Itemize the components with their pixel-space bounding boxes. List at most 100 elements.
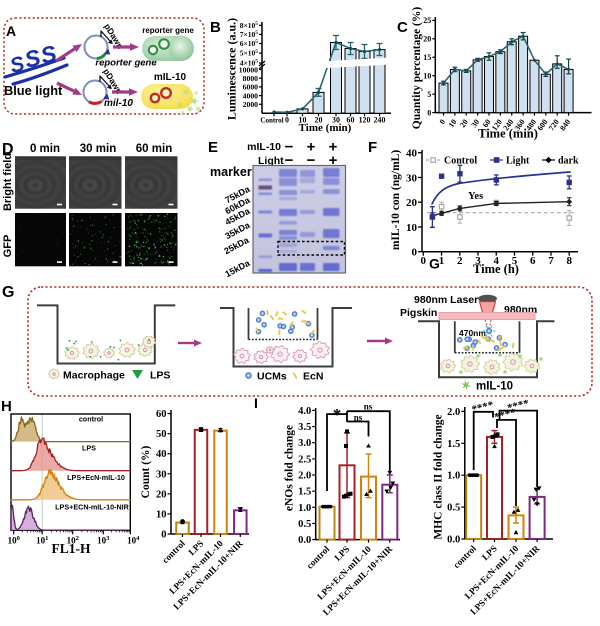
- svg-text:6×105: 6×105: [240, 39, 259, 48]
- svg-text:mIL-10 con (ng/mL): mIL-10 con (ng/mL): [390, 150, 402, 250]
- svg-text:7: 7: [548, 255, 554, 267]
- svg-text:Yes: Yes: [468, 191, 483, 202]
- svg-text:7×105: 7×105: [240, 30, 259, 39]
- svg-text:mIL-10: mIL-10: [247, 141, 281, 153]
- svg-text:Luminescence (a.u.): Luminescence (a.u.): [225, 18, 239, 120]
- svg-text:120: 120: [359, 116, 371, 125]
- svg-text:eNOs fold change: eNOs fold change: [284, 425, 296, 511]
- svg-text:40: 40: [406, 148, 418, 160]
- svg-text:****: ****: [506, 397, 531, 414]
- svg-text:****: ****: [471, 399, 496, 416]
- svg-text:980nm Laser: 980nm Laser: [414, 294, 478, 306]
- svg-text:8×105: 8×105: [240, 21, 259, 30]
- svg-text:102: 102: [67, 535, 79, 546]
- svg-text:EcN: EcN: [303, 371, 323, 383]
- svg-text:D: D: [2, 141, 14, 158]
- svg-text:2000: 2000: [243, 100, 259, 109]
- svg-text:60 min: 60 min: [136, 143, 172, 155]
- svg-text:20: 20: [406, 197, 418, 209]
- svg-text:40: 40: [156, 449, 167, 460]
- svg-text:Time (h): Time (h): [473, 262, 519, 276]
- svg-text:−: −: [285, 152, 294, 169]
- svg-text:103: 103: [97, 535, 110, 546]
- svg-text:0.5: 0.5: [298, 519, 311, 530]
- svg-text:1.5: 1.5: [298, 487, 311, 498]
- svg-text:LPS: LPS: [82, 444, 96, 453]
- svg-text:0: 0: [285, 116, 289, 125]
- svg-text:1.0: 1.0: [447, 471, 460, 482]
- svg-text:LPS+EcN-mIL-10: LPS+EcN-mIL-10: [67, 473, 125, 482]
- svg-text:2: 2: [457, 255, 463, 267]
- svg-text:3: 3: [475, 255, 481, 267]
- svg-text:0.5: 0.5: [447, 503, 460, 514]
- svg-text:0 min: 0 min: [30, 143, 60, 155]
- svg-text:2.0: 2.0: [447, 407, 460, 418]
- svg-text:30: 30: [406, 172, 418, 184]
- svg-text:LPS+ECN-mIL-10-NIR: LPS+ECN-mIL-10-NIR: [55, 503, 129, 512]
- svg-text:1: 1: [439, 255, 445, 267]
- svg-text:30: 30: [156, 469, 167, 480]
- svg-text:Blue light: Blue light: [4, 83, 63, 98]
- svg-text:30 min: 30 min: [80, 143, 116, 155]
- svg-text:4.0: 4.0: [298, 406, 311, 417]
- svg-text:20: 20: [423, 35, 431, 44]
- svg-text:Macrophage: Macrophage: [63, 370, 125, 382]
- svg-text:60: 60: [156, 409, 167, 420]
- svg-text:100: 100: [8, 535, 20, 546]
- svg-text:8: 8: [566, 255, 572, 267]
- svg-text:B: B: [210, 19, 221, 36]
- svg-text:UCMs: UCMs: [257, 371, 287, 383]
- svg-text:10: 10: [423, 72, 431, 81]
- svg-text:Pigskin: Pigskin: [400, 307, 437, 319]
- svg-text:4000: 4000: [243, 91, 259, 100]
- svg-text:mIL-10: mIL-10: [476, 381, 513, 393]
- svg-text:5×105: 5×105: [240, 49, 259, 58]
- svg-text:30: 30: [332, 116, 340, 125]
- svg-text:H: H: [1, 398, 12, 415]
- svg-text:60: 60: [347, 116, 355, 125]
- svg-text:Time (min): Time (min): [299, 122, 352, 134]
- svg-text:FL1-H: FL1-H: [52, 541, 91, 556]
- svg-text:4: 4: [494, 255, 500, 267]
- svg-text:Light: Light: [506, 156, 530, 167]
- svg-text:−: −: [285, 139, 294, 156]
- svg-text:8000: 8000: [243, 74, 259, 83]
- svg-text:30: 30: [469, 118, 481, 130]
- svg-text:Light: Light: [258, 155, 284, 167]
- svg-text:0.0: 0.0: [298, 535, 311, 546]
- svg-text:2.0: 2.0: [298, 471, 311, 482]
- svg-text:5: 5: [427, 90, 431, 99]
- svg-text:ns: ns: [354, 412, 363, 422]
- svg-text:3.0: 3.0: [298, 438, 311, 449]
- svg-text:2.5: 2.5: [298, 454, 311, 465]
- svg-text:470nm: 470nm: [459, 328, 486, 338]
- svg-text:C: C: [397, 19, 408, 36]
- svg-text:101: 101: [36, 535, 48, 546]
- svg-text:reporter gene: reporter gene: [142, 26, 194, 35]
- svg-text:A: A: [6, 23, 16, 39]
- svg-text:10: 10: [299, 116, 307, 125]
- svg-text:20: 20: [315, 116, 323, 125]
- svg-text:marker: marker: [210, 165, 252, 179]
- svg-text:25: 25: [423, 16, 431, 25]
- svg-text:MHC class II fold change: MHC class II fold change: [433, 414, 445, 539]
- svg-text:ns: ns: [364, 402, 373, 412]
- svg-text:+: +: [329, 152, 338, 169]
- svg-text:GFP: GFP: [2, 235, 14, 258]
- svg-text:1.0: 1.0: [298, 503, 311, 514]
- svg-text:20: 20: [156, 489, 167, 500]
- svg-text:−: −: [307, 152, 316, 169]
- svg-text:E: E: [208, 139, 218, 156]
- svg-text:*: *: [333, 405, 342, 424]
- svg-text:LPS: LPS: [150, 370, 170, 382]
- svg-text:0.0: 0.0: [447, 535, 460, 546]
- svg-text:Control: Control: [260, 117, 283, 125]
- svg-text:10: 10: [406, 222, 418, 234]
- svg-text:60: 60: [481, 118, 493, 130]
- svg-text:1.5: 1.5: [447, 439, 460, 450]
- svg-text:I: I: [254, 395, 258, 411]
- svg-text:0: 0: [427, 108, 431, 117]
- svg-text:6: 6: [530, 255, 536, 267]
- svg-text:reporter gene: reporter gene: [95, 58, 157, 69]
- svg-text:mil-10: mil-10: [104, 98, 133, 109]
